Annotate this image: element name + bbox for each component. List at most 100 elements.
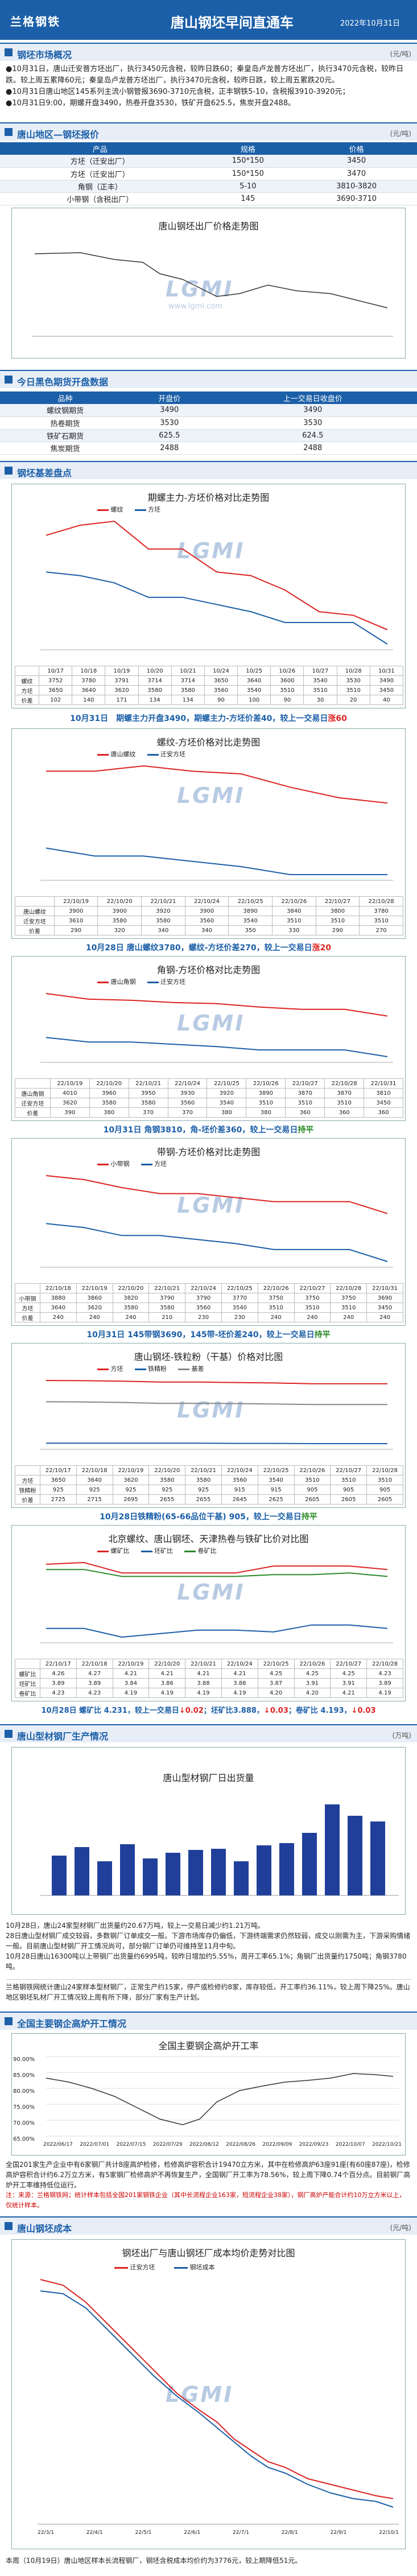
section-marker-icon [5, 376, 13, 384]
date-cell: 22/10/31 [366, 1283, 403, 1293]
output-description: 10月28日，唐山24家型材钢厂出货量约20.67万吨，较上一交易日减少约1.2… [6, 1920, 411, 1972]
series-svg [40, 1561, 393, 1643]
date-cell: 22/10/28 [366, 1465, 403, 1475]
cost-description: 本周（10月19日）唐山地区样本长流程钢厂，钢坯含税成本均价约为3776元，较上… [6, 2555, 411, 2566]
chart-data-table: 22/10/19 22/10/20 22/10/21 22/10/24 22/10/25… [15, 1078, 403, 1118]
legend-item: 小带钢 [110, 1160, 130, 1168]
chart-title: 角钢-方坯价格对比走势图 [156, 965, 261, 975]
chart-data-table: 22/10/18 22/10/19 22/10/20 22/10/21 22/10/24… [15, 1283, 403, 1322]
x-tick: 22/6/1 [184, 2530, 201, 2536]
section-basis: 钢坯基差盘点 [0, 461, 417, 479]
x-tick: 2022/10/21 [372, 2142, 402, 2148]
date-cell: 22/10/31 [364, 1078, 403, 1089]
billet-price-table: 产品 规格 价格 方坯（迁安出厂） 150*150 3450 方坯（迁安出厂） 150*1… [0, 142, 417, 205]
x-tick: 2022/09/09 [262, 2142, 292, 2148]
market-summary: ●10月31日，唐山迁安普方坯出厂，执行3450元含税，较昨日跌60；秦皇岛卢龙… [6, 64, 411, 109]
col-header: 产品 [0, 142, 200, 155]
rebar-billet-chart: 螺纹-方坯价格对比走势图 LGMI 唐山螺纹 迁安方坯 22/10/19 22/10/… [11, 728, 406, 939]
x-tick: 2022/08/26 [226, 2142, 256, 2148]
legend-item: 方坯 [110, 1365, 123, 1373]
date-cell: 22/10/27 [330, 1465, 368, 1475]
chart-caption: 10月28日 螺矿比 4.231，较上一交易日↓0.02；坯矿比3.888，↓0… [41, 1707, 376, 1715]
x-tick: 22/5/1 [135, 2530, 152, 2536]
date-cell: 10/20 [138, 666, 172, 676]
date-cell: 22/10/17 [39, 1659, 77, 1669]
series-line [46, 1442, 387, 1444]
page-date: 2022年10月31日 [340, 19, 401, 28]
table-row: 唐山螺纹 3900 3900 3920 3900 3890 3840 3800 3780 [15, 906, 403, 916]
legend-item: 卷矿比 [197, 1547, 217, 1555]
date-cell: 22/10/25 [257, 1465, 295, 1475]
furnace-line: 全国201家生产企业中有6家钢厂共计8座高炉检修，检修高炉容积合计19470立方… [6, 2161, 411, 2189]
x-tick: 2022/07/01 [80, 2142, 110, 2148]
section-marker-icon [5, 2222, 13, 2230]
date-cell: 22/10/24 [167, 1078, 208, 1089]
date-cell: 22/10/18 [76, 1659, 113, 1669]
watermark: LGMI [166, 2382, 234, 2407]
chart-caption: 10月28日 唐山螺纹3780，螺纹-方坯价差270，较上一交易日涨20 [85, 943, 332, 953]
col-header: 规格 [200, 142, 296, 155]
x-tick: 22/3/1 [38, 2530, 54, 2536]
date-cell: 22/10/20 [89, 1078, 129, 1089]
date-cell: 22/10/26 [271, 896, 316, 906]
date-cell: 10/18 [72, 666, 106, 676]
table-row: 方坯（迁安出厂） 150*150 3470 [0, 167, 417, 180]
section-title: 全国主要钢企高炉开工情况 [17, 2018, 127, 2029]
table-row: 价差 290 320 340 340 350 330 290 270 [15, 925, 403, 935]
table-row: 方坯 3650 3640 3620 3580 3580 3560 3540 3510 3510 35… [14, 685, 404, 695]
cost-line-svg [38, 2279, 399, 2525]
chart-title: 唐山型材钢厂日出货量 [163, 1773, 254, 1783]
date-cell: 22/10/20 [97, 896, 142, 906]
section-unit: (元/吨) [390, 2224, 411, 2232]
date-cell: 22/10/21 [128, 1078, 168, 1089]
section-futures: 今日黑色期货开盘数据 [0, 370, 417, 388]
x-tick: 22/9/1 [330, 2530, 347, 2536]
watermark: LGMI [177, 1580, 245, 1605]
date-cell: 22/10/21 [141, 896, 185, 906]
section-unit: (元/吨) [390, 50, 411, 58]
table-row: 坯矿比 3.89 3.89 3.84 3.86 3.88 3.88 3.87 3.91 3.91 3… [15, 1678, 403, 1688]
futures-table: 品种 开盘价 上一交易日收盘价 螺纹钢期货 3490 3490 热卷期货 3530 3530… [0, 391, 417, 455]
section-title: 今日黑色期货开盘数据 [17, 377, 109, 388]
date-cell: 22/10/19 [53, 896, 98, 906]
series-line [46, 1223, 388, 1262]
series-line [46, 847, 387, 875]
x-tick: 2022/09/23 [299, 2142, 329, 2148]
furnace-note: 注：来源：兰格钢铁网；统计样本包括全国201家钢铁企业（其中长流程企业163家，… [6, 2191, 406, 2209]
date-cell: 22/10/26 [257, 1283, 295, 1293]
chart-caption: 10月31日 期螺主力开盘3490，期螺主力-方坯价差40，较上一交易日涨60 [70, 714, 347, 723]
table-row: 焦炭期货 2488 2488 [0, 442, 417, 455]
watermark: LGMI [177, 538, 245, 563]
date-cell: 22/10/27 [330, 1659, 368, 1669]
chart-data-table: 22/10/17 22/10/18 22/10/19 22/10/20 22/10/21… [15, 1465, 403, 1505]
table-row: 螺纹 3752 3780 3791 3714 3714 3650 3640 3600 3540 35… [14, 675, 404, 686]
date-cell: 22/10/18 [39, 1283, 77, 1293]
table-row: 价差 240 240 240 210 230 230 240 240 240 240 [15, 1312, 403, 1322]
legend-item: 唐山角钢 [110, 978, 136, 986]
watermark: LGMI [177, 783, 245, 808]
daily-shipment-chart: 唐山型材钢厂日出货量 [11, 1747, 406, 1915]
col-header: 品种 [0, 391, 131, 404]
series-line [46, 1624, 388, 1638]
chart-legend: 唐山角钢 迁安方坯 [97, 977, 185, 986]
strip-billet-chart: 带钢-方坯价格对比走势图 LGMI 小带钢 方坯 22/10/18 22/10/19 2… [11, 1138, 406, 1326]
watermark: LGMI [177, 1011, 245, 1036]
page-header: 兰格钢铁 唐山钢坯早间直通车 2022年10月31日 [0, 0, 417, 40]
section-marker-icon [5, 128, 13, 136]
series-line [46, 1569, 388, 1577]
legend-item: 迁安方坯 [160, 978, 185, 986]
series-svg [40, 765, 393, 881]
section-title: 钢坯基差盘点 [17, 468, 72, 479]
date-cell: 22/10/28 [366, 1659, 403, 1669]
chart-title: 北京螺纹、唐山钢坯、天津热卷与铁矿比价对比图 [108, 1534, 309, 1544]
legend-item: 方坯 [148, 506, 160, 513]
output-note: 兰格钢铁网统计唐山24家样本型材钢厂，正常生产约15家，停产或检修约8家，库存较… [6, 1979, 411, 2002]
date-cell: 10/27 [303, 666, 337, 676]
date-cell: 22/10/26 [294, 1659, 331, 1669]
series-line [46, 571, 388, 645]
brand-logo: 兰格钢铁 [10, 15, 60, 28]
date-cell: 22/10/19 [49, 1078, 90, 1089]
date-cell: 22/10/24 [221, 1465, 258, 1475]
note-line: 兰格钢铁网统计唐山24家样本型材钢厂，正常生产约15家，停产或检修约8家，库存较… [6, 1983, 410, 2001]
legend-item: 唐山螺纹 [110, 751, 136, 758]
